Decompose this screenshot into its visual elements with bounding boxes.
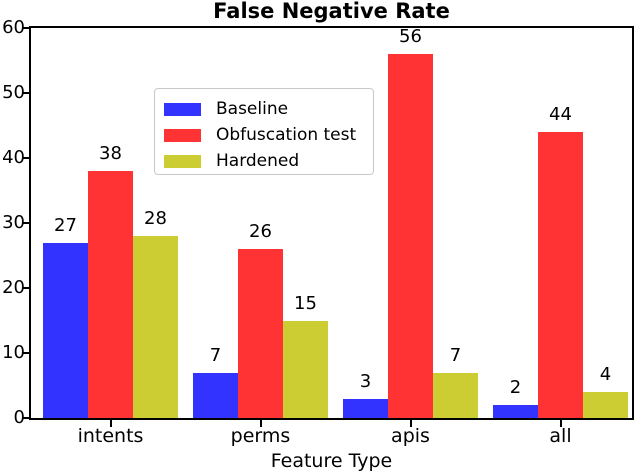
x-tick-mark [559,420,562,427]
x-tick-label-perms: perms [230,425,291,447]
legend-swatch [164,128,201,142]
bar-perms-obfuscation-test [238,249,283,418]
bar-intents-obfuscation-test [88,171,133,418]
y-tick-label: 30 [2,212,25,233]
y-tick-mark [22,287,29,289]
bar-value-label: 56 [399,26,422,47]
x-tick-mark [409,420,412,427]
y-tick-mark [22,222,29,224]
y-tick-label: 40 [2,147,25,168]
bar-intents-hardened [133,236,178,418]
bar-value-label: 15 [294,292,317,314]
x-tick-mark [109,420,112,427]
bar-apis-obfuscation-test [388,54,433,418]
legend-swatch [164,102,201,116]
y-tick-label: 10 [2,342,25,363]
bar-value-label: 2 [509,377,522,398]
legend-label: Obfuscation test [216,125,357,145]
bar-apis-hardened [433,372,478,418]
y-tick-mark [22,92,29,94]
legend: Baseline Obfuscation test Hardened [154,88,374,175]
bar-perms-hardened [283,320,328,418]
y-tick-label: 50 [2,82,25,103]
y-tick-mark [22,27,29,29]
bar-all-obfuscation-test [538,132,583,418]
bar-apis-baseline [343,398,388,418]
x-axis-title: Feature Type [270,450,393,472]
bar-value-label: 7 [449,344,462,366]
x-tick-mark [259,420,262,427]
bar-value-label: 4 [599,364,612,385]
bar-all-baseline [493,405,538,418]
bar-value-label: 28 [144,208,167,229]
bar-value-label: 3 [359,370,372,392]
bar-value-label: 27 [54,214,77,236]
bar-value-label: 38 [99,143,122,164]
bar-perms-baseline [193,372,238,418]
bar-value-label: 44 [549,104,572,125]
x-tick-label-intents: intents [77,425,144,447]
bar-value-label: 7 [209,344,222,366]
chart-title: False Negative Rate [213,0,450,23]
legend-item-obfuscation-test: Obfuscation test [164,122,373,148]
y-tick-label: 0 [13,407,25,428]
y-tick-mark [22,352,29,354]
x-tick-label-all: all [549,425,572,447]
y-tick-label: 60 [2,17,25,38]
legend-label: Baseline [216,99,289,119]
legend-item-baseline: Baseline [164,96,373,122]
bar-all-hardened [583,392,628,418]
bar-intents-baseline [43,242,88,418]
legend-item-hardened: Hardened [164,148,373,174]
legend-swatch [164,154,201,168]
bar-value-label: 26 [249,221,272,242]
legend-label: Hardened [216,151,300,171]
x-tick-label-apis: apis [391,425,430,447]
y-tick-label: 20 [2,277,25,298]
y-tick-mark [22,157,29,159]
y-tick-mark [22,417,29,419]
